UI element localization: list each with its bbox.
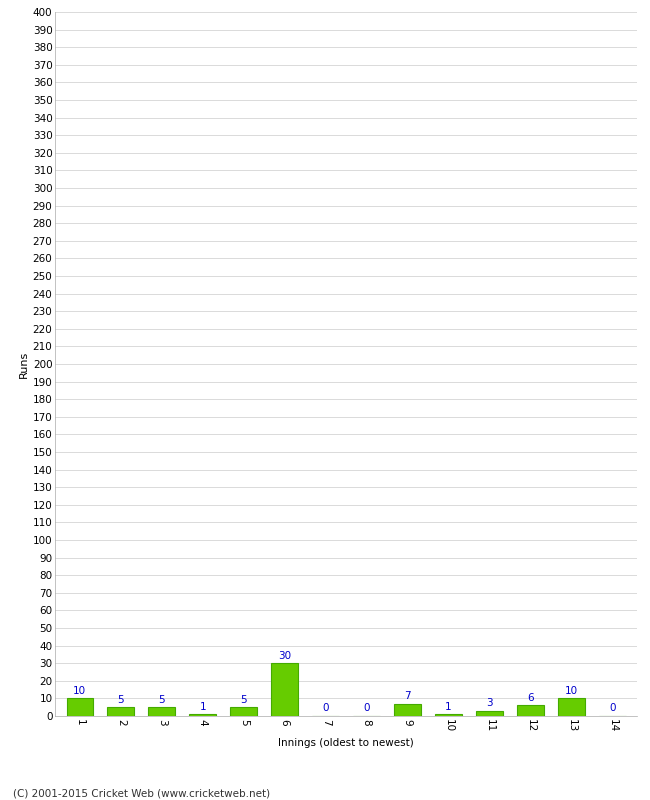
Text: 1: 1: [200, 702, 206, 712]
Text: 3: 3: [486, 698, 493, 708]
Bar: [476, 710, 503, 716]
Text: 5: 5: [118, 694, 124, 705]
Text: 5: 5: [159, 694, 165, 705]
Text: 5: 5: [240, 694, 247, 705]
Bar: [148, 707, 175, 716]
Bar: [66, 698, 93, 716]
Text: 0: 0: [322, 703, 329, 714]
Text: 6: 6: [527, 693, 534, 702]
Bar: [271, 663, 298, 716]
Text: 10: 10: [565, 686, 578, 696]
Bar: [517, 706, 544, 716]
Bar: [230, 707, 257, 716]
Bar: [436, 714, 462, 716]
Text: 30: 30: [278, 650, 291, 661]
Y-axis label: Runs: Runs: [19, 350, 29, 378]
Bar: [395, 704, 421, 716]
Text: 0: 0: [363, 703, 370, 714]
X-axis label: Innings (oldest to newest): Innings (oldest to newest): [278, 738, 414, 747]
Text: 1: 1: [445, 702, 452, 712]
Text: 10: 10: [73, 686, 86, 696]
Bar: [558, 698, 585, 716]
Text: (C) 2001-2015 Cricket Web (www.cricketweb.net): (C) 2001-2015 Cricket Web (www.cricketwe…: [13, 788, 270, 798]
Text: 0: 0: [609, 703, 616, 714]
Text: 7: 7: [404, 691, 411, 701]
Bar: [107, 707, 134, 716]
Bar: [189, 714, 216, 716]
